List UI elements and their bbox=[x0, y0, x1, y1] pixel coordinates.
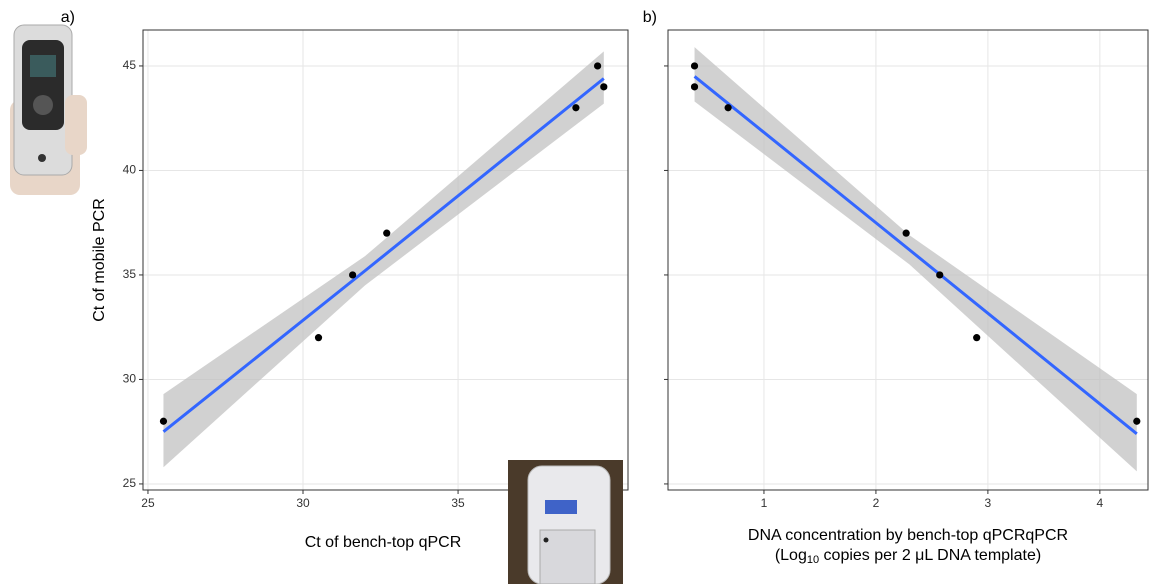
panel-label: b) bbox=[643, 9, 657, 26]
y-tick-label: 40 bbox=[123, 163, 137, 177]
x-tick-label: 30 bbox=[296, 496, 310, 510]
x-axis-label: Ct of bench-top qPCR bbox=[305, 534, 462, 551]
mobile-pcr-photo bbox=[10, 24, 87, 195]
point bbox=[724, 104, 732, 112]
x-tick-label: 35 bbox=[451, 496, 465, 510]
benchtop-qpcr-photo bbox=[508, 460, 623, 584]
y-tick-label: 30 bbox=[123, 372, 137, 386]
y-axis-label: Ct of mobile PCR bbox=[91, 198, 108, 322]
point bbox=[690, 62, 699, 70]
point bbox=[159, 417, 168, 425]
fit-line bbox=[693, 75, 1138, 435]
confidence-band bbox=[163, 51, 604, 468]
point bbox=[690, 83, 699, 91]
x-tick-label: 4 bbox=[1097, 496, 1104, 510]
point bbox=[902, 229, 910, 237]
point bbox=[383, 229, 391, 237]
panel-label: a) bbox=[61, 9, 75, 26]
x-tick-label: 3 bbox=[985, 496, 992, 510]
plot-frame bbox=[142, 29, 629, 491]
x-tick-label: 25 bbox=[141, 496, 155, 510]
point bbox=[600, 83, 608, 91]
x-tick-label: 2 bbox=[873, 496, 880, 510]
x-axis-label: (Log10 copies per 2 μL DNA template) bbox=[775, 547, 1041, 566]
point bbox=[572, 104, 580, 112]
y-tick-label: 35 bbox=[123, 267, 137, 281]
x-axis-label-part: copies per 2 μL DNA template) bbox=[819, 547, 1041, 564]
x-tick-label: 1 bbox=[761, 496, 768, 510]
point bbox=[1133, 417, 1141, 425]
point bbox=[973, 334, 981, 342]
x-axis-label: DNA concentration by bench-top qPCRqPCR bbox=[748, 527, 1068, 544]
point bbox=[349, 271, 357, 279]
y-tick-label: 45 bbox=[123, 58, 137, 72]
plot-frame bbox=[667, 29, 1149, 491]
x-axis-label-part: (Log bbox=[775, 547, 807, 564]
y-tick-label: 25 bbox=[123, 476, 137, 490]
point bbox=[594, 62, 602, 70]
fit-line bbox=[162, 77, 605, 433]
point bbox=[314, 334, 323, 342]
point bbox=[936, 271, 944, 279]
confidence-band bbox=[694, 47, 1137, 472]
x-axis-label-part: 10 bbox=[807, 554, 819, 566]
